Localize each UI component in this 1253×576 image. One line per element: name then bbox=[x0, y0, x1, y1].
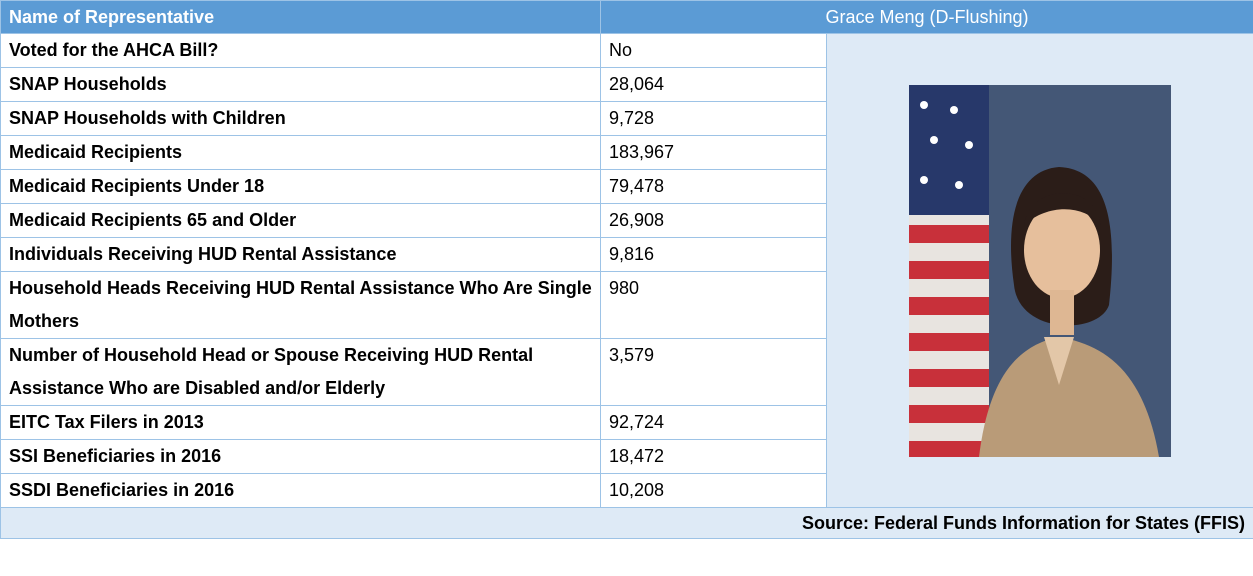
row-label: Individuals Receiving HUD Rental Assista… bbox=[1, 238, 601, 272]
representative-table: Name of Representative Grace Meng (D-Flu… bbox=[0, 0, 1253, 539]
row-value: 9,728 bbox=[601, 102, 827, 136]
row-value: 18,472 bbox=[601, 440, 827, 474]
source-note: Source: Federal Funds Information for St… bbox=[1, 508, 1253, 539]
row-label: Household Heads Receiving HUD Rental Ass… bbox=[1, 272, 601, 339]
row-label: Medicaid Recipients Under 18 bbox=[1, 170, 601, 204]
row-label: Number of Household Head or Spouse Recei… bbox=[1, 339, 601, 406]
row-label: Medicaid Recipients bbox=[1, 136, 601, 170]
row-value: 26,908 bbox=[601, 204, 827, 238]
row-value: 28,064 bbox=[601, 68, 827, 102]
row-value: 183,967 bbox=[601, 136, 827, 170]
row-label: EITC Tax Filers in 2013 bbox=[1, 406, 601, 440]
row-label: SNAP Households bbox=[1, 68, 601, 102]
header-row: Name of Representative Grace Meng (D-Flu… bbox=[1, 1, 1253, 34]
portrait-photo bbox=[909, 85, 1171, 457]
table-body: Name of Representative Grace Meng (D-Flu… bbox=[1, 1, 1253, 539]
row-value: 79,478 bbox=[601, 170, 827, 204]
header-label: Name of Representative bbox=[1, 1, 601, 34]
row-value: 92,724 bbox=[601, 406, 827, 440]
header-value: Grace Meng (D-Flushing) bbox=[601, 1, 1253, 34]
row-value: No bbox=[601, 34, 827, 68]
row-value: 3,579 bbox=[601, 339, 827, 406]
page: Name of Representative Grace Meng (D-Flu… bbox=[0, 0, 1253, 576]
row-label: Medicaid Recipients 65 and Older bbox=[1, 204, 601, 238]
table-row: Voted for the AHCA Bill?No bbox=[1, 34, 1253, 68]
row-value: 9,816 bbox=[601, 238, 827, 272]
row-value: 980 bbox=[601, 272, 827, 339]
row-label: SNAP Households with Children bbox=[1, 102, 601, 136]
row-label: SSDI Beneficiaries in 2016 bbox=[1, 474, 601, 508]
photo-cell bbox=[827, 34, 1253, 508]
row-value: 10,208 bbox=[601, 474, 827, 508]
source-row: Source: Federal Funds Information for St… bbox=[1, 508, 1253, 539]
row-label: Voted for the AHCA Bill? bbox=[1, 34, 601, 68]
row-label: SSI Beneficiaries in 2016 bbox=[1, 440, 601, 474]
